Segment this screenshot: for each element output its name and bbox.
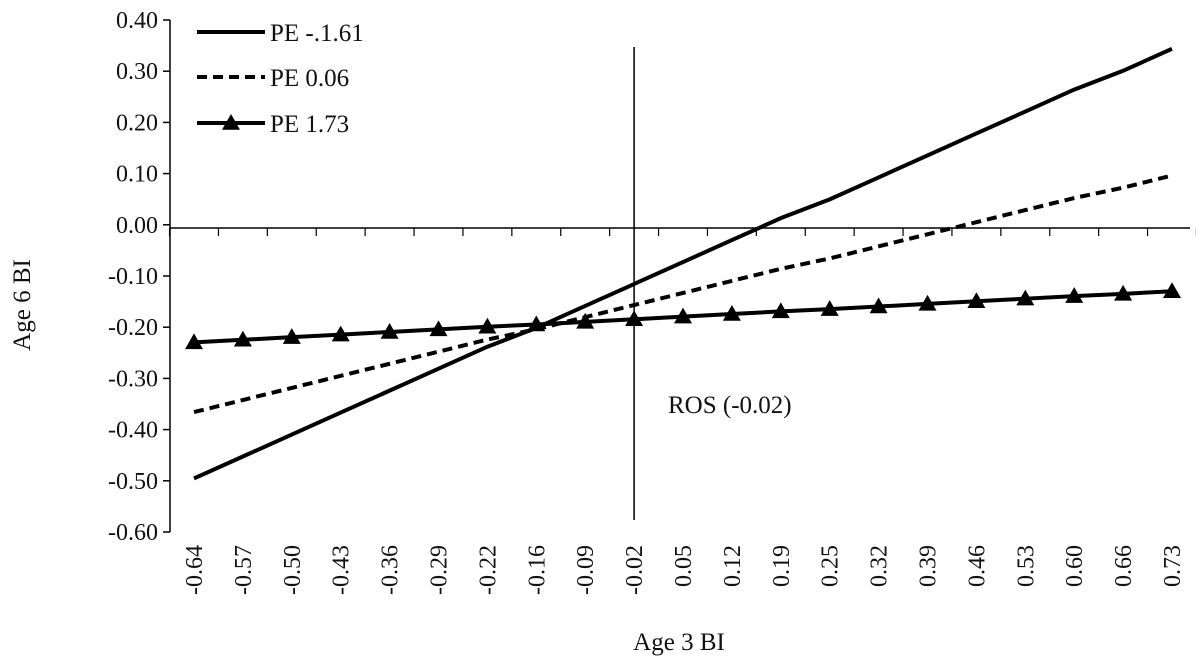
data-point bbox=[1065, 287, 1084, 303]
data-point bbox=[771, 302, 790, 319]
legend-label-2: PE 0.06 bbox=[270, 65, 349, 92]
data-point bbox=[1163, 282, 1181, 298]
data-point bbox=[233, 330, 252, 347]
data-point bbox=[820, 300, 839, 316]
y-tick-label: -0.20 bbox=[108, 315, 158, 341]
x-tick-label: -0.64 bbox=[182, 545, 208, 595]
data-point bbox=[527, 315, 546, 332]
data-point bbox=[625, 310, 644, 326]
y-tick-label: 0.40 bbox=[116, 8, 158, 34]
series-group bbox=[185, 46, 1181, 481]
x-tick-label: -0.43 bbox=[329, 545, 355, 595]
data-point bbox=[380, 322, 399, 339]
data-point bbox=[185, 333, 203, 350]
data-point bbox=[918, 294, 937, 311]
x-tick-label: 0.32 bbox=[867, 545, 893, 587]
data-point bbox=[429, 320, 448, 337]
y-tick-label: 0.10 bbox=[116, 162, 158, 188]
x-tick-label: -0.50 bbox=[280, 545, 306, 595]
y-tick-label: 0.20 bbox=[116, 110, 158, 136]
x-tick-label: -0.02 bbox=[622, 545, 648, 595]
y-tick-label: -0.50 bbox=[108, 469, 158, 495]
y-axis-title: Age 6 BI bbox=[9, 259, 36, 351]
y-tick-label: -0.30 bbox=[108, 366, 158, 392]
legend-label-1: PE -.1.61 bbox=[270, 20, 364, 47]
data-point bbox=[576, 312, 595, 329]
x-tick-label: 0.66 bbox=[1111, 545, 1137, 587]
axes bbox=[169, 20, 1190, 532]
data-point bbox=[869, 297, 888, 314]
y-tick-label: 0.00 bbox=[116, 213, 158, 239]
data-point bbox=[722, 305, 741, 321]
y-axis-ticks: 0.40 0.30 0.20 0.10 0.00 -0.10 -0.20 -0.30 -0.40… bbox=[108, 8, 170, 546]
x-tick-label: 0.73 bbox=[1160, 545, 1186, 587]
y-tick-label: -0.40 bbox=[108, 418, 158, 444]
y-tick-label: 0.30 bbox=[116, 59, 158, 85]
data-point bbox=[331, 325, 350, 342]
x-tick-label: -0.22 bbox=[475, 545, 501, 595]
x-tick-label: -0.09 bbox=[573, 545, 599, 595]
data-point bbox=[478, 317, 497, 334]
x-tick-label: 0.19 bbox=[769, 545, 795, 587]
series-line-1 bbox=[193, 46, 1173, 481]
x-tick-label: 0.12 bbox=[720, 545, 746, 587]
x-tick-label: 0.46 bbox=[964, 545, 990, 587]
x-axis-ticks: -0.64 -0.57 -0.50 -0.43 -0.36 -0.29 -0.22 -0.16… bbox=[168, 228, 1196, 595]
x-tick-label: 0.39 bbox=[916, 545, 942, 587]
x-axis-title: Age 3 BI bbox=[633, 629, 725, 656]
x-tick-label: 0.53 bbox=[1013, 545, 1039, 587]
x-tick-label: 0.60 bbox=[1062, 545, 1088, 587]
x-tick-label: -0.57 bbox=[231, 545, 257, 595]
data-point bbox=[1016, 289, 1035, 306]
y-tick-label: -0.60 bbox=[108, 520, 158, 546]
x-tick-label: -0.29 bbox=[427, 545, 453, 595]
legend-marker bbox=[222, 114, 240, 130]
legend-label-3: PE 1.73 bbox=[270, 111, 349, 138]
data-point bbox=[674, 307, 692, 324]
ros-annotation: ROS (-0.02) bbox=[668, 392, 792, 419]
data-point bbox=[282, 328, 301, 344]
x-tick-label: 0.25 bbox=[818, 545, 844, 587]
x-tick-label: -0.16 bbox=[524, 545, 550, 595]
legend: PE -.1.61 PE 0.06 PE 1.73 bbox=[197, 20, 364, 138]
data-point bbox=[1114, 284, 1133, 301]
data-point bbox=[967, 292, 986, 309]
series-line-2 bbox=[193, 173, 1173, 415]
x-tick-label: -0.36 bbox=[378, 545, 404, 595]
x-tick-label: 0.05 bbox=[671, 545, 697, 587]
y-tick-label: -0.10 bbox=[108, 264, 158, 290]
